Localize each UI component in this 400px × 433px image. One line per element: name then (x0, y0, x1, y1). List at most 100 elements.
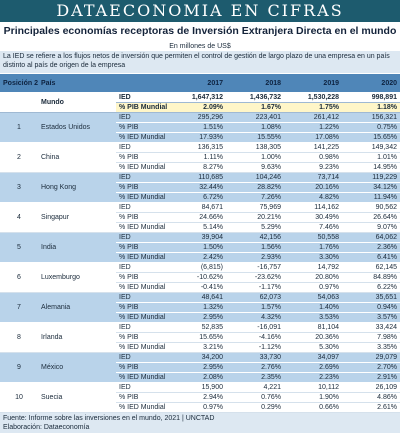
value-cell: 81,104 (284, 322, 342, 333)
value-cell: 149,342 (342, 142, 400, 153)
value-cell: 75,969 (226, 202, 284, 213)
country-block: 3 Hong Kong IED 110,685 104,246 73,714 119,229… (0, 172, 400, 203)
row-label: % PIB (116, 272, 168, 283)
value-cell: 14,792 (284, 262, 342, 273)
value-cell: 15.55% (226, 132, 284, 143)
value-cell: 156,321 (342, 112, 400, 123)
footer: Fuente: Informe sobre las inversiones en… (0, 413, 400, 433)
country-row: % IED Mundial 0.97% 0.29% 0.66% 2.61% (0, 402, 400, 413)
position-cell: 4 (0, 202, 38, 233)
value-cell: 4.82% (284, 192, 342, 203)
country-row: 6 Luxemburgo IED (6,815) -16,757 14,792 62,145 (0, 262, 400, 293)
value-cell: 26,109 (342, 382, 400, 393)
value-cell: 1.01% (342, 152, 400, 163)
country-name: Irlanda (38, 322, 116, 353)
value-cell: 1,436,732 (226, 92, 284, 103)
country-row: % PIB -10.62% -23.62% 20.80% 84.89% (0, 272, 400, 283)
value-cell: 20.36% (284, 332, 342, 343)
country-name: Hong Kong (38, 172, 116, 203)
row-label: % PIB (116, 362, 168, 373)
value-cell: 8.27% (168, 162, 226, 173)
row-label: IED (116, 292, 168, 303)
row-label: % PIB (116, 122, 168, 133)
value-cell: 2.69% (284, 362, 342, 373)
value-cell: 4,221 (226, 382, 284, 393)
country-name: Alemania (38, 292, 116, 323)
row-label: IED (116, 322, 168, 333)
value-cell: 1.76% (284, 242, 342, 253)
value-cell: 2.95% (168, 362, 226, 373)
country-name: India (38, 232, 116, 263)
value-cell: -1.12% (226, 342, 284, 353)
value-cell: 1.08% (226, 122, 284, 133)
value-cell: 29,079 (342, 352, 400, 363)
value-cell: 1.51% (168, 122, 226, 133)
row-label: % PIB (116, 392, 168, 403)
country-name: Singapur (38, 202, 116, 233)
title: Principales economías receptoras de Inve… (3, 25, 397, 37)
value-cell: -23.62% (226, 272, 284, 283)
column-header: País (38, 74, 168, 93)
value-cell: 39,904 (168, 232, 226, 243)
value-cell: 24.66% (168, 212, 226, 223)
country-name: Mundo (38, 92, 116, 113)
value-cell: 20.21% (226, 212, 284, 223)
value-cell: 261,412 (284, 112, 342, 123)
country-block: 8 Irlanda IED 52,835 -16,091 81,104 33,424% PI… (0, 322, 400, 353)
value-cell: 1.75% (284, 102, 342, 113)
value-cell: 110,685 (168, 172, 226, 183)
position-cell (0, 92, 38, 113)
value-cell: 0.76% (226, 392, 284, 403)
row-label: IED (116, 202, 168, 213)
country-row: % IED Mundial 8.27% 9.63% 9.23% 14.95% (0, 162, 400, 173)
country-row: 1 Estados Unidos IED 295,296 223,401 261,412 1… (0, 112, 400, 143)
row-label: IED (116, 172, 168, 183)
value-cell: 2.70% (342, 362, 400, 373)
position-cell: 5 (0, 232, 38, 263)
column-header: 2019 (284, 74, 342, 93)
row-label: % IED Mundial (116, 192, 168, 203)
value-cell: 2.91% (342, 372, 400, 383)
country-block: 4 Singapur IED 84,671 75,969 114,162 90,562% P… (0, 202, 400, 233)
value-cell: 2.09% (168, 102, 226, 113)
value-cell: 62,145 (342, 262, 400, 273)
value-cell: 998,891 (342, 92, 400, 103)
value-cell: 34.12% (342, 182, 400, 193)
row-label: IED (116, 382, 168, 393)
banner: DATAECONOMIA EN CIFRAS (0, 0, 400, 22)
value-cell: 119,229 (342, 172, 400, 183)
value-cell: 1.56% (226, 242, 284, 253)
row-label: % PIB (116, 242, 168, 253)
value-cell: 33,424 (342, 322, 400, 333)
row-label: % PIB (116, 302, 168, 313)
row-label: % IED Mundial (116, 372, 168, 383)
header-row: Posición 2020País2017201820192020 (0, 74, 400, 93)
value-cell: 34,097 (284, 352, 342, 363)
position-cell: 2 (0, 142, 38, 173)
row-label: IED (116, 92, 168, 103)
value-cell: 2.94% (168, 392, 226, 403)
country-row: 4 Singapur IED 84,671 75,969 114,162 90,562 (0, 202, 400, 233)
country-row: % IED Mundial 2.42% 2.93% 3.30% 6.41% (0, 252, 400, 263)
row-label: % PIB (116, 182, 168, 193)
position-cell: 3 (0, 172, 38, 203)
row-label: % IED Mundial (116, 162, 168, 173)
value-cell: 17.93% (168, 132, 226, 143)
value-cell: 1.50% (168, 242, 226, 253)
value-cell: 4.86% (342, 392, 400, 403)
column-header: Posición 2020 (0, 74, 38, 93)
position-cell: 9 (0, 352, 38, 383)
value-cell: 6.41% (342, 252, 400, 263)
value-cell: 6.22% (342, 282, 400, 293)
row-label: IED (116, 232, 168, 243)
country-row: % PIB 32.44% 28.82% 20.16% 34.12% (0, 182, 400, 193)
table: Posición 2020País2017201820192020MundoIE… (0, 74, 400, 413)
world-row: Mundo IED 1,647,312 1,436,732 1,530,228 998,8… (0, 92, 400, 113)
position-cell: 10 (0, 382, 38, 413)
value-cell: 3.21% (168, 342, 226, 353)
value-cell: 26.64% (342, 212, 400, 223)
value-cell: 34,200 (168, 352, 226, 363)
position-cell: 6 (0, 262, 38, 293)
row-label: % IED Mundial (116, 312, 168, 323)
value-cell: (6,815) (168, 262, 226, 273)
